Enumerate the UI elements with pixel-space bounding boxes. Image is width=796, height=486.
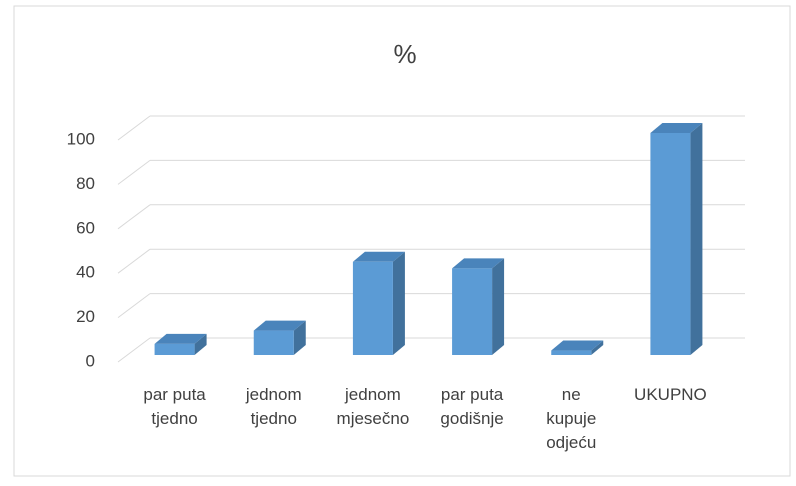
- grid-line: [117, 248, 151, 274]
- bar-top: [551, 340, 604, 351]
- bar: [452, 258, 505, 355]
- bar-front: [650, 133, 691, 355]
- grid-line: [117, 293, 151, 319]
- bar: [352, 251, 405, 355]
- bar-side: [492, 258, 505, 355]
- grid-line: [117, 337, 151, 363]
- x-tick-label: par puta tjedno: [143, 385, 206, 428]
- y-tick-label: 40: [76, 263, 95, 282]
- bar-top: [352, 251, 405, 262]
- y-tick-label: 80: [76, 174, 95, 193]
- grid-line: [117, 115, 151, 141]
- bar: [253, 320, 306, 355]
- bar-front: [551, 350, 592, 355]
- bar: [551, 340, 604, 355]
- x-tick-label: jednom mjesečno: [337, 385, 410, 428]
- bar-top: [154, 333, 207, 344]
- y-tick-label: 0: [86, 351, 95, 370]
- x-tick-label: jednom tjedno: [245, 385, 302, 428]
- bar-front: [154, 343, 195, 355]
- bar-front: [352, 261, 393, 355]
- x-tick-label: UKUPNO: [634, 385, 707, 404]
- bar-side: [690, 123, 703, 355]
- bar-top: [452, 258, 505, 269]
- bar-front: [253, 330, 294, 355]
- bar-side: [591, 340, 604, 355]
- bar-front: [452, 268, 493, 355]
- y-tick-label: 20: [76, 307, 95, 326]
- bar: [154, 333, 207, 355]
- bar-side: [392, 251, 405, 355]
- bar: [650, 123, 703, 355]
- grid-line: [117, 204, 151, 230]
- bar-top: [253, 320, 306, 331]
- chart-title: %: [393, 39, 416, 69]
- grid-line: [117, 159, 151, 185]
- y-tick-label: 60: [76, 218, 95, 237]
- x-tick-label: par puta godišnje: [440, 385, 503, 428]
- y-tick-label: 100: [67, 129, 95, 148]
- bar-top: [650, 123, 703, 133]
- x-tick-label: ne kupuje odjeću: [546, 385, 596, 452]
- bar-side: [194, 333, 207, 355]
- bar-side: [293, 320, 306, 355]
